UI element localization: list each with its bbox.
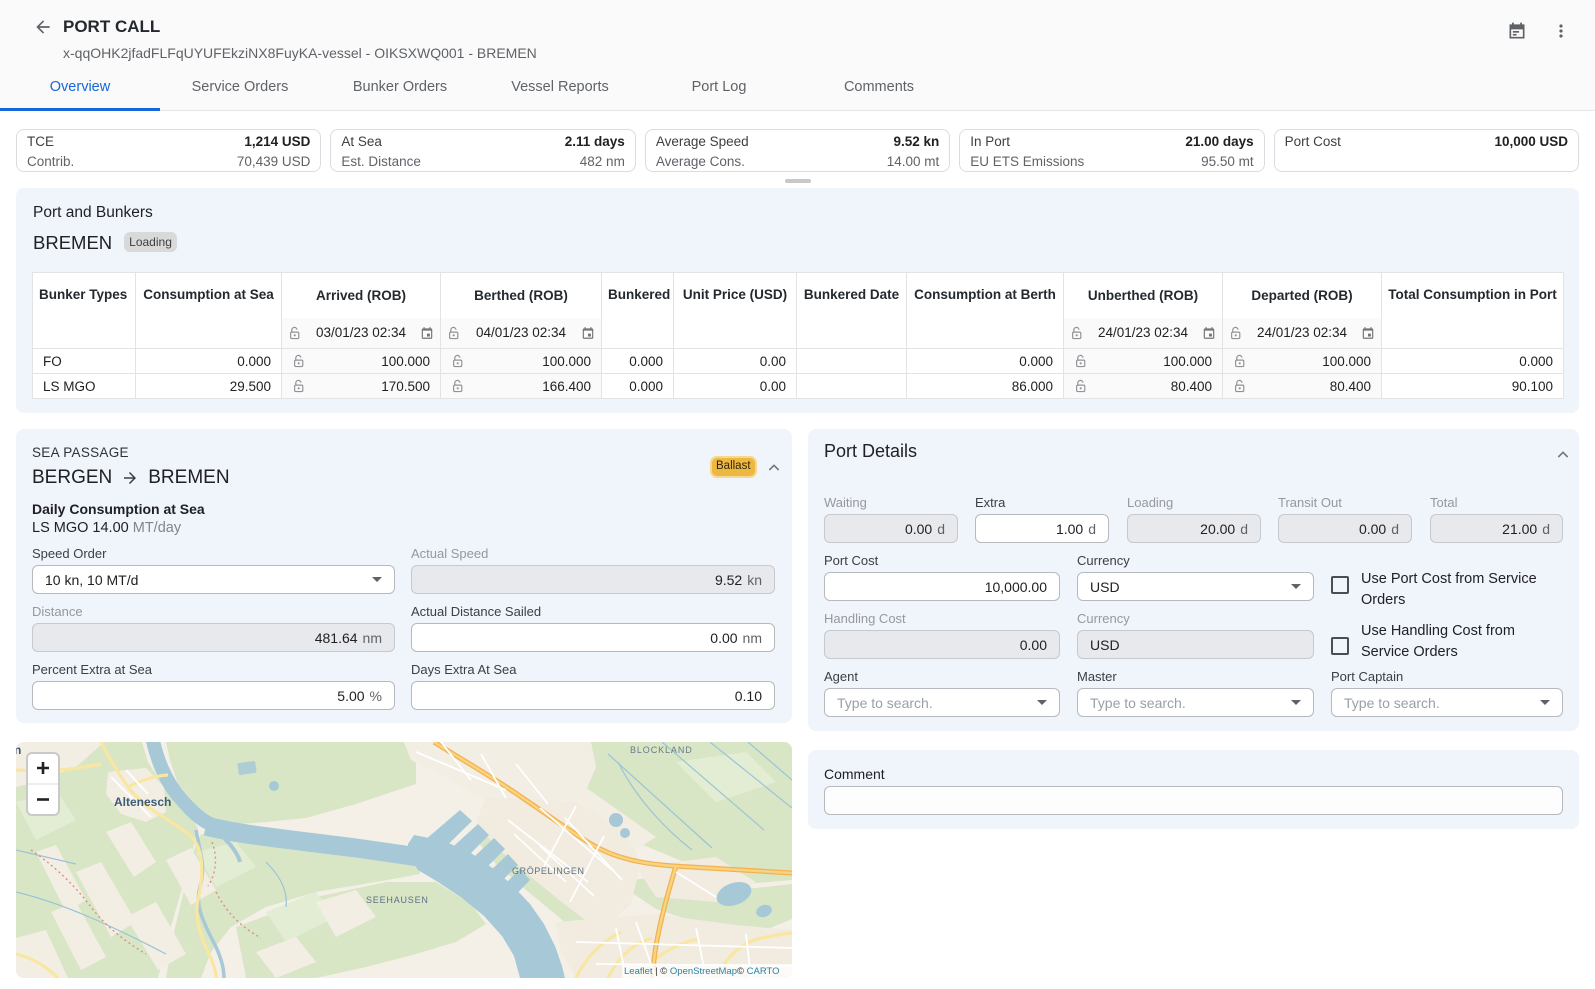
svg-text:Leaflet | © OpenStreetMap© CAR: Leaflet | © OpenStreetMap© CARTO [624, 966, 780, 977]
svg-text:Altenesch: Altenesch [114, 795, 171, 809]
svg-text:SEEHAUSEN: SEEHAUSEN [366, 895, 429, 905]
svg-text:n: n [16, 743, 21, 757]
svg-text:GRÖPELINGEN: GRÖPELINGEN [512, 866, 585, 876]
svg-text:BLOCKLAND: BLOCKLAND [630, 745, 693, 755]
